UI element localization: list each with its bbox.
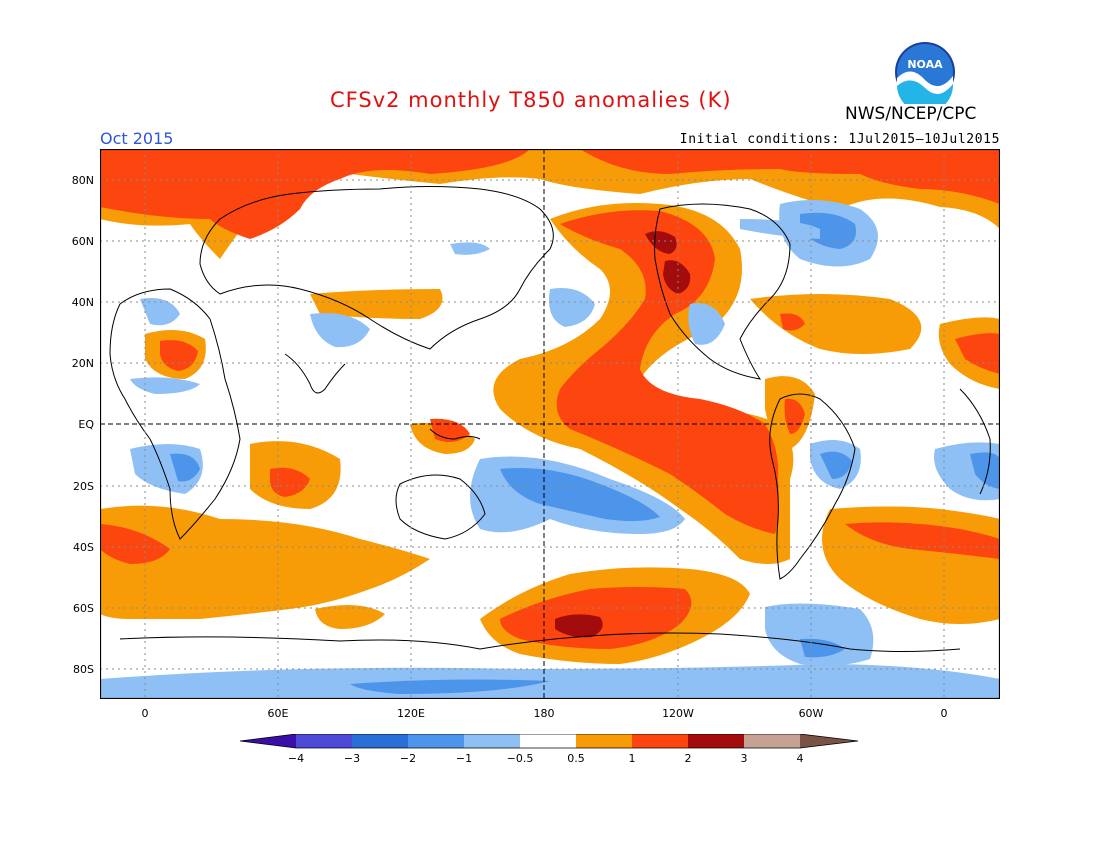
- legend-label: 2: [684, 752, 692, 765]
- lat-label: 80S: [73, 663, 94, 676]
- legend-label: 0.5: [567, 752, 585, 765]
- reference-lines: [100, 149, 1000, 699]
- legend-swatch: [464, 734, 520, 748]
- legend-swatch: [408, 734, 464, 748]
- noaa-logo-icon: NOAA: [895, 42, 955, 104]
- lat-label: 60S: [73, 602, 94, 615]
- legend-arrow-low: [240, 734, 296, 748]
- legend-label: −3: [343, 752, 361, 765]
- lat-label: 40N: [71, 296, 94, 309]
- lon-label: 120E: [397, 707, 425, 720]
- map-title: CFSv2 monthly T850 anomalies (K): [330, 88, 732, 112]
- legend-swatch: [296, 734, 352, 748]
- regional-warm-anomalies: [145, 289, 1000, 629]
- legend-swatch: [688, 734, 744, 748]
- lat-label: 60N: [71, 235, 94, 248]
- legend-label: 3: [740, 752, 748, 765]
- legend-arrow-high: [800, 734, 858, 748]
- lon-label: 60W: [798, 707, 824, 720]
- coastlines: [109, 186, 991, 652]
- anomaly-map: [100, 149, 1000, 699]
- legend-label: −4: [287, 752, 305, 765]
- cold-anomalies: [100, 200, 1000, 699]
- lon-label: 0: [141, 707, 149, 720]
- lat-label: EQ: [78, 418, 94, 431]
- legend-label: −0.5: [506, 752, 534, 765]
- legend-label: −1: [455, 752, 473, 765]
- legend-label: 4: [796, 752, 804, 765]
- lon-label: 120W: [662, 707, 694, 720]
- east-pacific-warm-anomaly: [493, 203, 794, 564]
- forecast-period: Oct 2015: [100, 129, 174, 148]
- noaa-logo-text: NOAA: [907, 58, 943, 71]
- legend-swatch: [744, 734, 800, 748]
- legend-swatch: [632, 734, 688, 748]
- lon-label: 180: [533, 707, 555, 720]
- legend-swatch: [352, 734, 408, 748]
- graticule: [100, 149, 1000, 699]
- color-legend: [240, 734, 859, 749]
- lat-label: 20N: [71, 357, 94, 370]
- lon-label: 0: [940, 707, 948, 720]
- initial-conditions: Initial conditions: 1Jul2015–10Jul2015: [679, 132, 1000, 147]
- legend-swatch: [520, 734, 576, 748]
- legend-swatch: [576, 734, 632, 748]
- map-frame: [100, 149, 1000, 699]
- arctic-warm-anomaly: [100, 149, 1000, 259]
- legend-label: 1: [628, 752, 636, 765]
- lat-label: 40S: [73, 541, 94, 554]
- lon-label: 60E: [267, 707, 289, 720]
- agency-label: NWS/NCEP/CPC: [845, 104, 977, 124]
- legend-label: −2: [399, 752, 417, 765]
- lat-label: 20S: [73, 480, 94, 493]
- lat-label: 80N: [71, 174, 94, 187]
